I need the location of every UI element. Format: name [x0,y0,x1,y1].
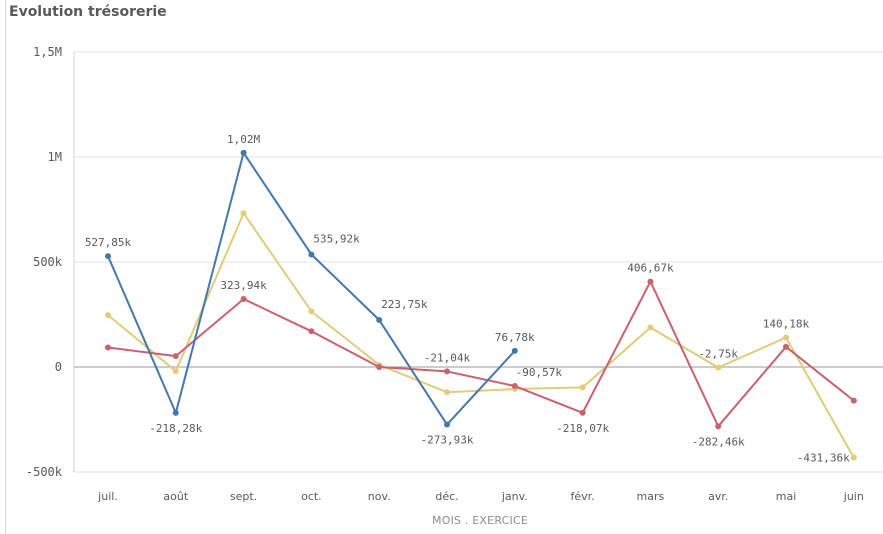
x-tick-label: juin [843,490,864,503]
data-point[interactable] [511,347,518,354]
y-tick-label: 500k [33,255,63,269]
panel-left-border [5,0,6,534]
data-point[interactable] [579,384,586,391]
data-point[interactable] [376,317,383,324]
x-tick-label: févr. [571,490,595,503]
data-label: -2,75k [698,348,738,361]
data-label: -273,93k [421,434,474,447]
data-point[interactable] [172,409,179,416]
data-point[interactable] [240,295,247,302]
data-point[interactable] [715,423,722,430]
data-label: -90,57k [516,366,563,379]
data-point[interactable] [647,324,654,331]
y-tick-label: -500k [26,465,63,479]
data-point[interactable] [105,253,111,260]
data-point[interactable] [105,344,111,351]
series-line [107,212,855,459]
y-tick-label: 1M [48,150,62,164]
series-1 [105,278,857,430]
data-label: -282,46k [692,435,745,448]
data-point[interactable] [511,383,518,390]
x-axis-title: MOIS . EXERCICE [432,514,528,527]
x-tick-label: juil. [97,490,118,503]
chart-title: Evolution trésorerie [9,4,167,20]
data-label: 76,78k [495,331,535,344]
data-point[interactable] [444,389,450,396]
series-line [107,280,855,428]
x-tick-label: sept. [230,490,257,503]
data-point[interactable] [783,334,789,341]
data-point[interactable] [172,368,179,375]
data-label: -218,07k [556,422,609,435]
data-label: 535,92k [313,232,360,245]
data-point[interactable] [240,149,247,156]
series-0 [105,149,518,428]
data-label: -21,04k [424,351,471,364]
gridlines [74,51,883,473]
y-axis: 1,5M 1M 500k 0 -500k [26,45,75,479]
x-tick-label: nov. [368,490,391,503]
data-point[interactable] [105,312,111,319]
data-point[interactable] [308,251,315,258]
data-point[interactable] [376,364,383,370]
data-label: 527,85k [85,236,132,249]
data-point[interactable] [850,397,857,404]
data-label: 406,67k [627,262,674,275]
data-labels: 527,85k -218,28k 1,02M 535,92k 223,75k -273,9… [85,133,850,465]
data-label: 1,02M [227,133,260,146]
x-tick-label: août [163,490,188,503]
data-point[interactable] [850,454,857,461]
x-tick-label: oct. [301,490,322,503]
data-point[interactable] [308,308,315,315]
data-point[interactable] [579,409,586,416]
series-lines [105,149,857,461]
x-axis: juil. août sept. oct. nov. déc. janv. févr. mars… [97,490,864,503]
data-point[interactable] [647,278,654,285]
series-line [107,151,516,426]
data-label: -431,36k [797,452,850,465]
data-label: 140,18k [763,318,810,331]
x-tick-label: avr. [708,490,728,503]
data-label: 223,75k [381,298,428,311]
y-tick-label: 0 [55,360,62,374]
data-point[interactable] [444,421,450,428]
data-point[interactable] [240,210,247,217]
x-tick-label: déc. [435,490,458,503]
data-point[interactable] [444,368,450,375]
y-tick-label: 1,5M [33,45,62,59]
x-tick-label: mai [776,490,797,503]
data-point[interactable] [308,328,315,335]
data-point[interactable] [783,343,789,350]
data-label: -218,28k [149,422,202,435]
data-point[interactable] [715,364,722,371]
data-point[interactable] [172,353,179,360]
series-2 [105,210,857,461]
data-label: 323,94k [220,279,267,292]
x-tick-label: mars [637,490,665,503]
x-tick-label: janv. [501,490,528,503]
